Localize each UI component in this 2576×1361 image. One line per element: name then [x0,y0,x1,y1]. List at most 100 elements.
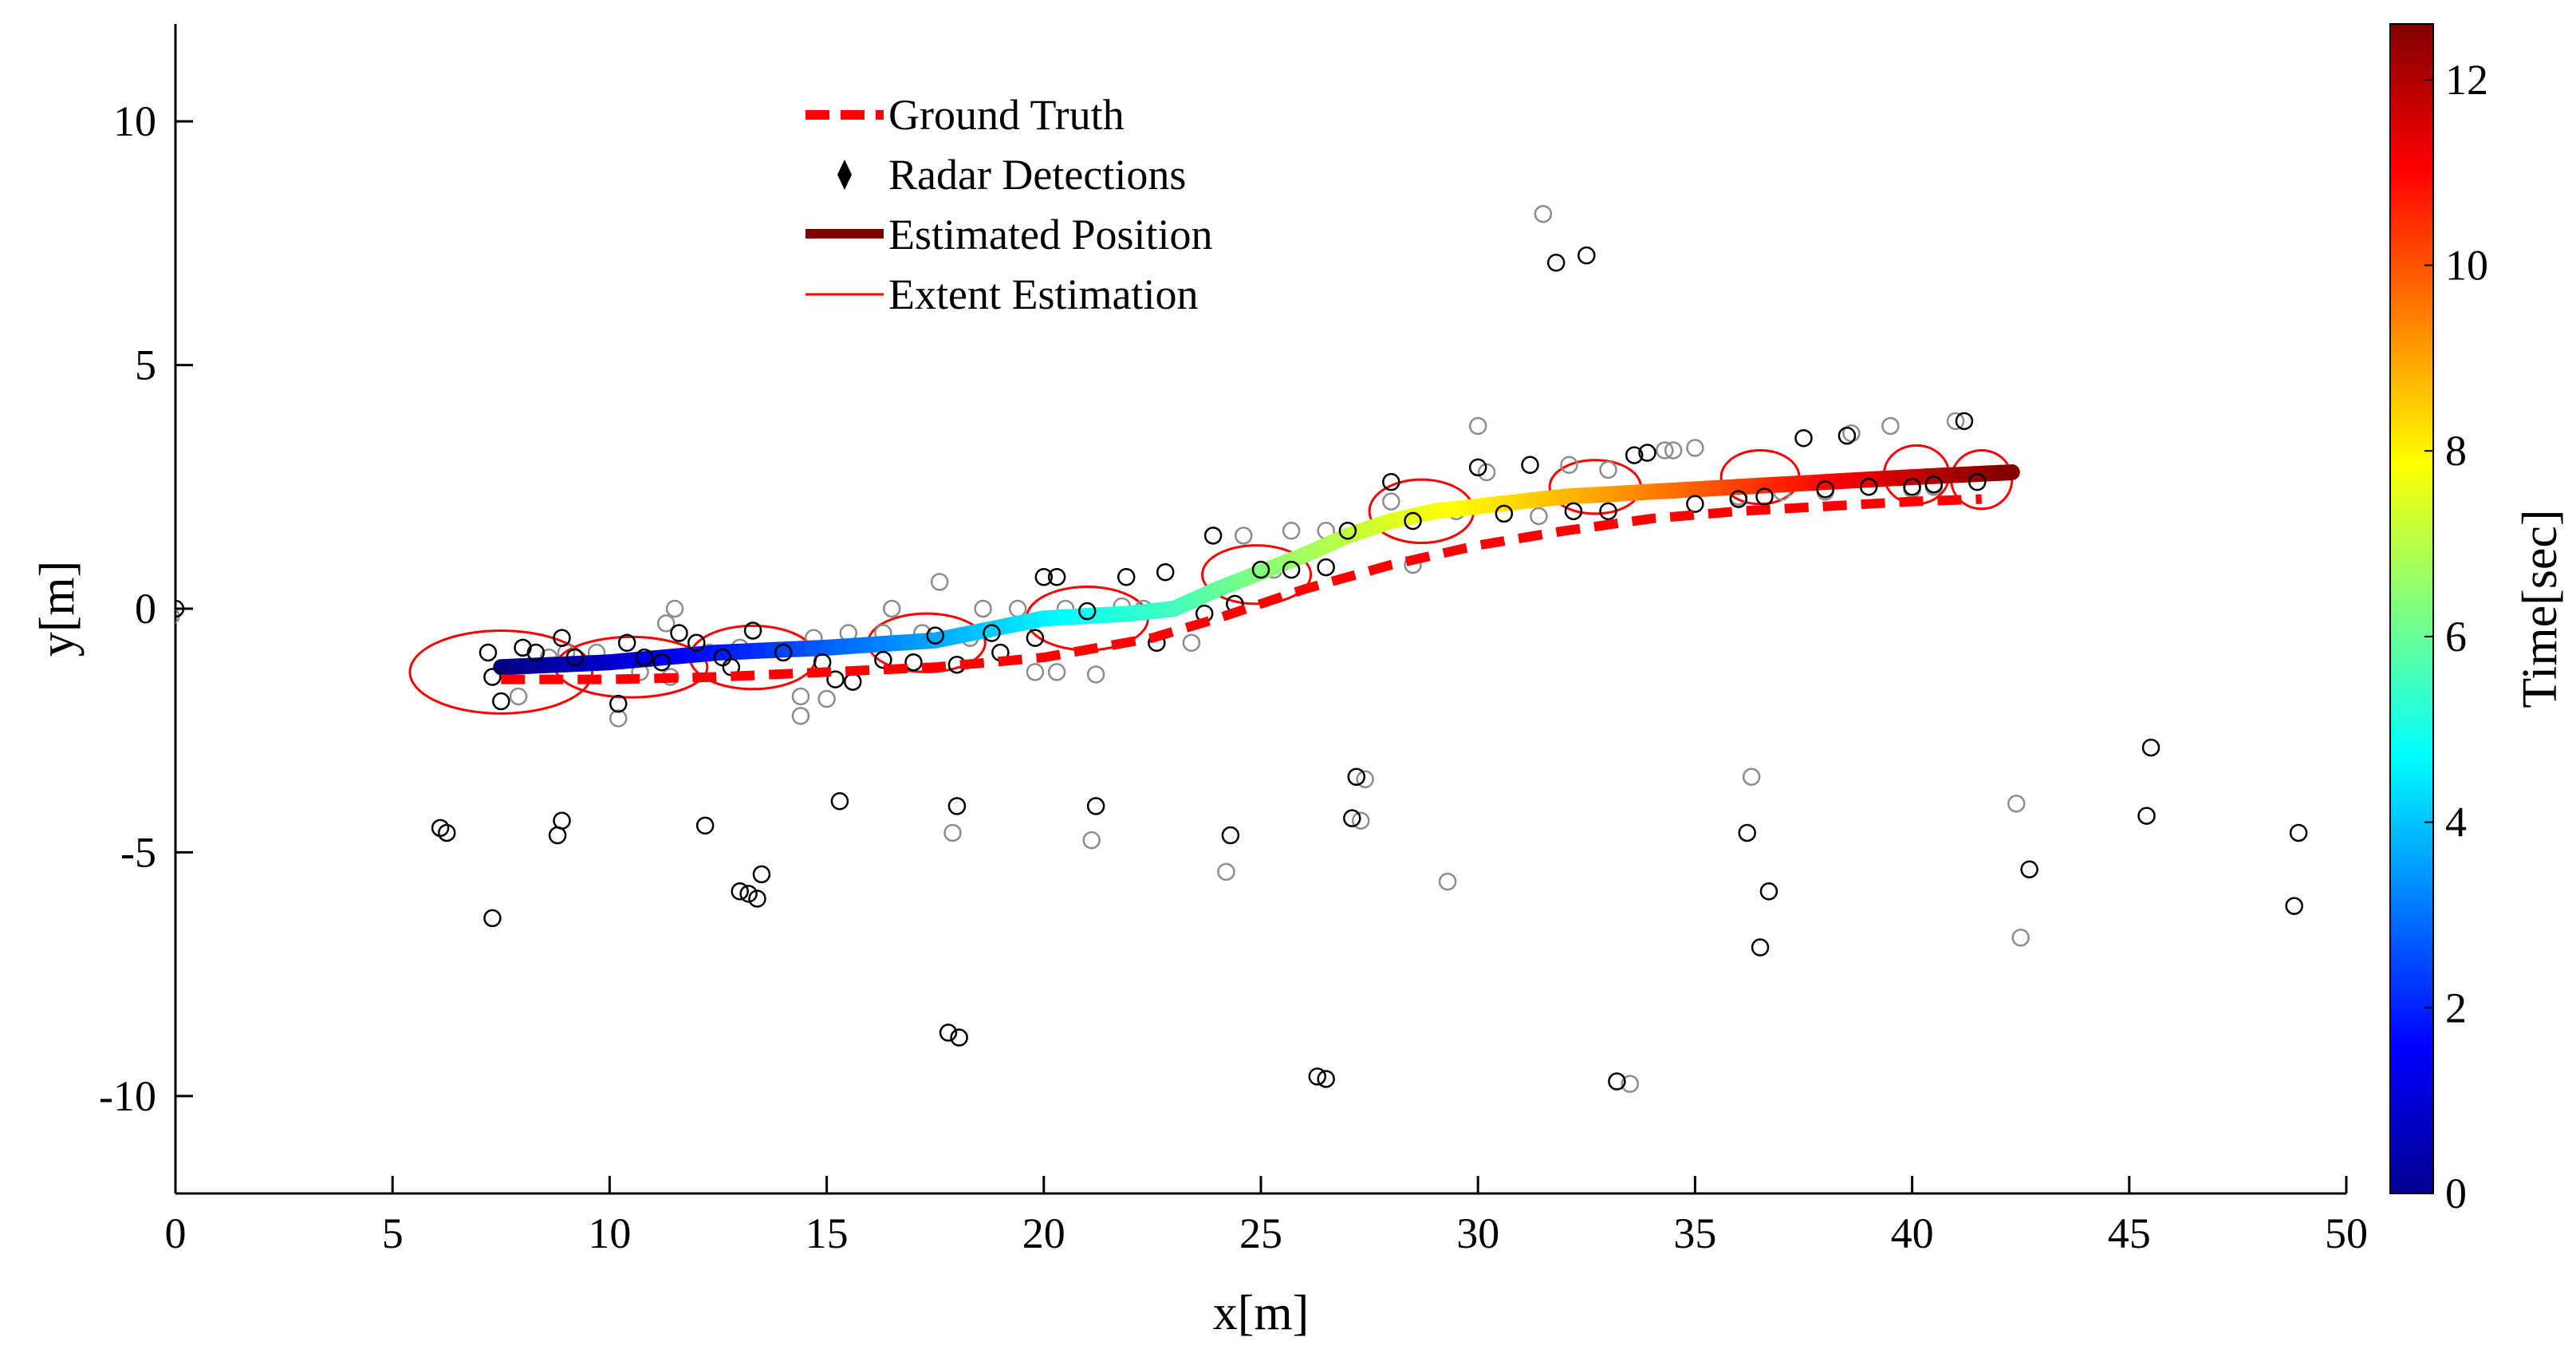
colorbar-ticks: 0 2 4 6 8 10 12 [2424,56,2488,1217]
radar-detection-black [1521,456,1539,475]
radar-detection-black [609,694,628,713]
radar-detection-black [2285,897,2303,915]
radar-detection-black [752,865,771,884]
radar-detection-black [565,648,585,667]
radar-detection-black [1308,1067,1327,1086]
radar-detection-gray [1282,522,1301,540]
radar-detection-gray [1664,441,1683,460]
colorbar-tick-label: 0 [2445,1170,2467,1217]
ground-truth-layer [501,494,1982,684]
legend-estimated-position-label: Estimated Position [888,211,1213,258]
y-tick-label: 5 [135,341,156,389]
radar-detection-gray [1881,416,1900,436]
radar-detection-black [2020,860,2038,879]
y-axis-title: y[m] [30,561,85,657]
radar-detection-black [774,643,793,662]
radar-detection-gray [791,707,810,725]
radar-detection-black [2141,738,2160,757]
radar-detection-black [1903,478,1921,496]
x-tick-label: 25 [1239,1209,1282,1257]
x-tick-label: 45 [2108,1209,2151,1257]
radar-detection-gray [974,599,992,618]
radar-detection-black [926,626,944,645]
radar-detection-gray [817,689,836,708]
x-tick-label: 30 [1456,1209,1499,1257]
radar-detection-black [1955,412,1974,431]
radar-detection-black [1968,472,1987,491]
radar-detection-gray [1086,665,1105,684]
x-tick-label: 15 [805,1209,849,1257]
radar-detection-black [479,643,498,662]
x-tick-label: 50 [2325,1209,2368,1257]
radar-detection-gray [1560,456,1578,475]
legend-radar-detections-label: Radar Detections [888,151,1186,199]
x-tick-label: 10 [588,1209,631,1257]
radar-detection-black [1156,562,1175,582]
radar-detection-black [1837,426,1857,445]
radar-detection-black [438,823,456,842]
radar-detection-gray [509,687,528,706]
colorbar-tick-label: 6 [2445,613,2467,661]
x-axis-title: x[m] [1213,1286,1310,1340]
radar-detection-black [1578,246,1596,265]
radar-detection-black [874,650,892,669]
radar-detection-black [1686,495,1704,513]
colorbar-tick-label: 2 [2445,984,2467,1032]
radar-detection-gray [1026,663,1045,681]
x-ticks: 0 5 10 15 20 25 30 35 40 45 50 [165,1176,2368,1257]
radar-detection-black [1404,511,1422,531]
radar-detection-black [939,1024,958,1042]
legend-extent-estimation-label: Extent Estimation [888,270,1198,318]
radar-detection-gray [1082,830,1101,850]
radar-detection-gray [1742,767,1761,786]
radar-detection-black [1251,560,1270,579]
radar-detection-black [553,629,571,647]
estimated-position-layer [175,246,2308,1091]
radar-detection-gray [1356,770,1374,789]
radar-detection-black [617,633,636,653]
colorbar-gradient [2389,23,2434,1194]
radar-detection-black [950,1028,968,1047]
radar-detection-black [1794,428,1813,448]
radar-detection-black [1468,458,1487,477]
radar-detection-black [1729,490,1748,508]
radar-detection-black [1738,823,1756,842]
radar-detection-black [1859,478,1878,496]
radar-detection-black [1751,938,1770,957]
radar-detection-black [1546,254,1566,272]
radar-detection-black [1599,502,1617,521]
radar-detection-gray [1008,599,1027,618]
radar-detection-gray [1182,633,1201,653]
x-tick-label: 40 [1891,1209,1934,1257]
radar-detection-black [947,797,967,815]
radar-detection-black [548,826,567,845]
radar-detection-black [1755,487,1774,506]
radar-detection-black [1034,568,1054,586]
radar-detection-gray [2007,795,2026,813]
radar-detection-gray [1234,527,1253,545]
radar-detection-gray [665,599,684,618]
radar-detection-black [826,670,845,688]
radar-detection-black [1816,480,1834,499]
radar-detection-gray [1438,872,1457,891]
y-tick-label: 0 [135,585,156,633]
estimated-position-segment [1991,464,2020,481]
radar-detection-black [1203,527,1223,545]
radar-detection-gray [1217,862,1235,882]
radar-detection-black [2289,823,2308,842]
colorbar-title: Time[sec] [2513,509,2567,708]
legend-radar-detections-swatch [837,160,852,190]
radar-detection-gray [1534,204,1553,223]
radar-detection-gray [2011,929,2030,947]
radar-detection-black [1077,602,1097,621]
radar-detection-black [1564,502,1583,521]
x-tick-label: 35 [1673,1209,1716,1257]
radar-detection-black [739,885,758,903]
x-tick-label: 5 [382,1209,404,1257]
radar-detection-gray [1946,412,1965,431]
radar-detection-black [748,890,766,908]
ground-truth-line [501,494,1982,684]
radar-detection-black [1759,882,1778,901]
radar-detection-black [1382,472,1400,491]
